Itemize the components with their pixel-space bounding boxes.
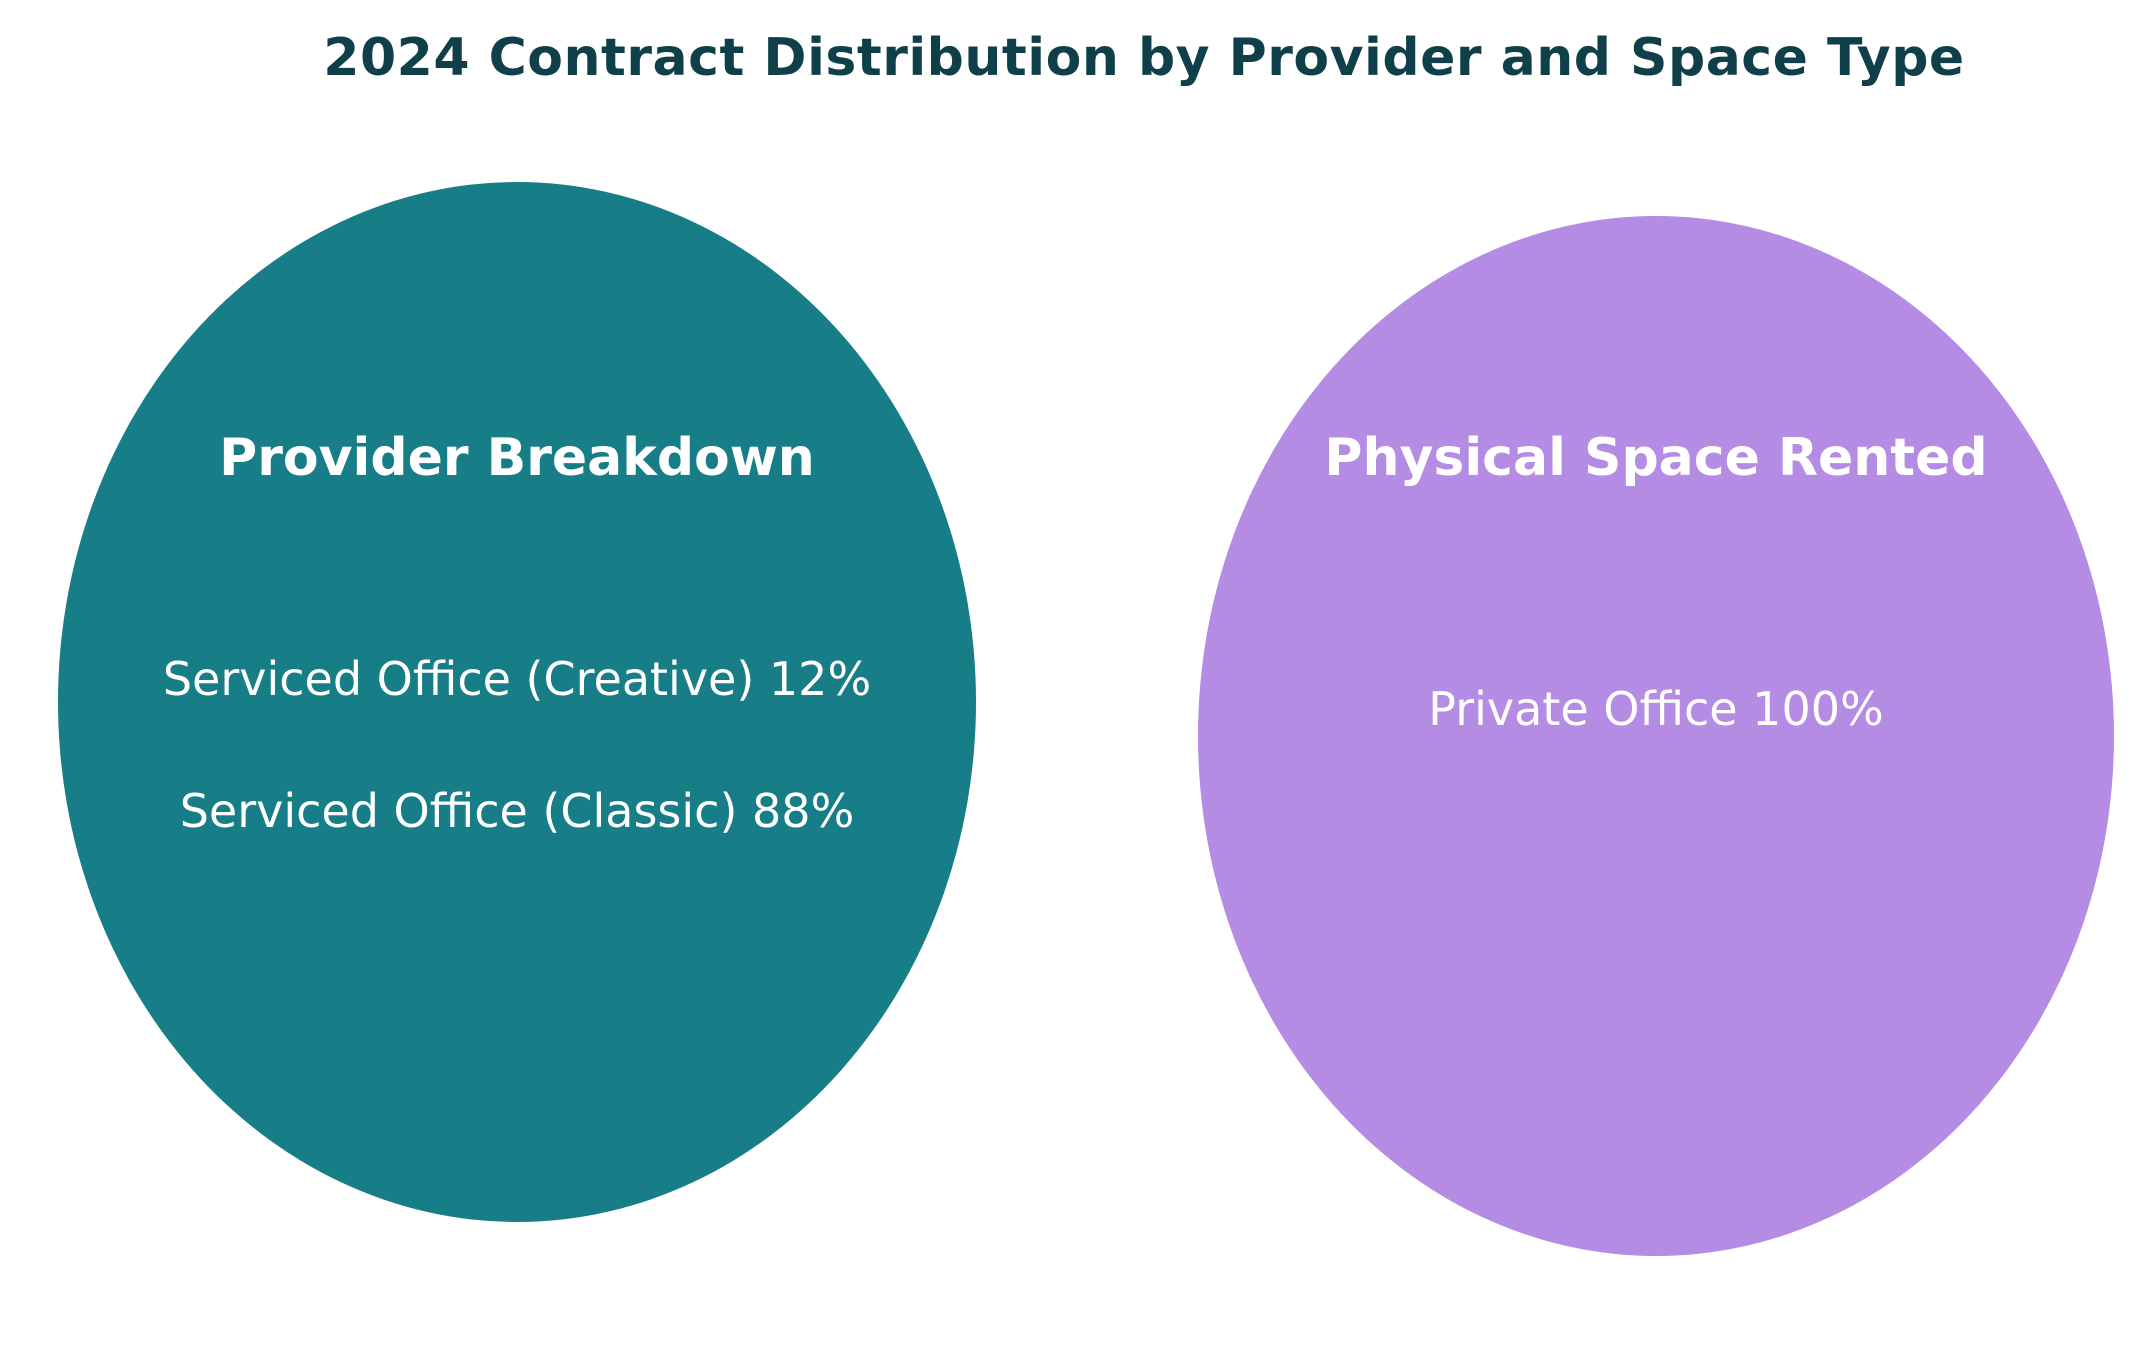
physical-space-circle: Physical Space Rented Private Office 100… [1198,216,2114,1256]
creative-share-label: Serviced Office (Creative) 12% [162,652,872,706]
diagram-title: 2024 Contract Distribution by Provider a… [323,28,1965,88]
classic-share-label: Serviced Office (Classic) 88% [179,784,855,838]
private-office-share-label: Private Office 100% [1428,682,1884,736]
provider-breakdown-heading: Provider Breakdown [219,428,815,488]
physical-space-heading: Physical Space Rented [1324,428,1988,488]
provider-breakdown-circle: Provider Breakdown Serviced Office (Crea… [58,182,976,1222]
